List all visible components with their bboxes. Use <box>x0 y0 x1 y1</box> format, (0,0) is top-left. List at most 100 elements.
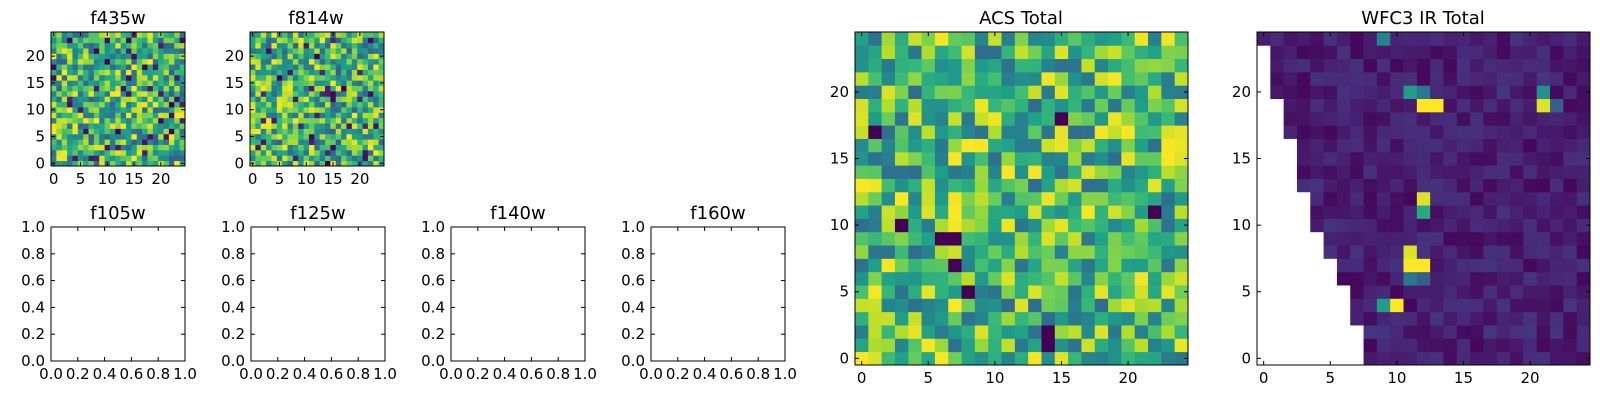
heatmap-cell <box>1001 271 1016 286</box>
heatmap-cell <box>1350 271 1364 286</box>
heatmap-cell <box>174 155 181 162</box>
heatmap-cell <box>1443 85 1458 99</box>
heatmap-cell <box>61 58 68 65</box>
heatmap-cell <box>303 133 310 140</box>
heatmap-cell <box>988 151 1002 166</box>
heatmap-cell <box>1416 218 1431 233</box>
heatmap-cell <box>1174 98 1189 113</box>
heatmap-cell <box>51 128 57 135</box>
heatmap-cell <box>131 112 138 119</box>
heatmap-cell <box>83 101 89 108</box>
heatmap-cell <box>1470 165 1484 179</box>
y-tick-label: 0.0 <box>621 352 645 370</box>
heatmap-cell <box>1403 71 1418 86</box>
heatmap-cell <box>56 139 63 145</box>
heatmap-cell <box>152 85 159 92</box>
heatmap-cell <box>282 64 288 70</box>
heatmap-cell <box>308 58 315 65</box>
heatmap-cell <box>357 107 363 113</box>
heatmap-cell <box>1310 151 1324 166</box>
heatmap-cell <box>77 42 84 49</box>
heatmap-cell <box>894 231 909 246</box>
heatmap-cell <box>1041 125 1056 139</box>
heatmap-cell <box>168 53 175 60</box>
heatmap-cell <box>1336 151 1351 166</box>
heatmap-cell <box>855 98 869 113</box>
heatmap-cell <box>934 271 949 286</box>
heatmap-cell <box>266 112 272 119</box>
heatmap-cell <box>174 96 181 103</box>
heatmap-cell <box>373 32 380 38</box>
heatmap-cell <box>921 45 936 60</box>
heatmap-cell <box>136 74 143 81</box>
heatmap-cell <box>921 218 936 233</box>
heatmap-cell <box>77 85 84 92</box>
heatmap-cell <box>51 155 57 162</box>
heatmap-cell <box>1483 351 1498 366</box>
heatmap-cell <box>142 128 148 135</box>
heatmap-cell <box>948 245 962 259</box>
heatmap-cell <box>1094 58 1109 73</box>
heatmap-cell <box>126 90 132 97</box>
heatmap-cell <box>1014 258 1029 273</box>
heatmap-cell <box>1390 58 1404 73</box>
heatmap-cell <box>72 85 79 92</box>
heatmap-cell <box>1563 178 1578 193</box>
heatmap-cell <box>1350 111 1364 126</box>
heatmap-cell <box>1430 32 1444 46</box>
heatmap-cell <box>303 96 310 103</box>
heatmap-cell <box>250 42 256 49</box>
heatmap-cell <box>341 37 347 44</box>
heatmap-cell <box>1483 338 1498 353</box>
heatmap-cell <box>142 32 148 38</box>
heatmap-cell <box>298 48 304 54</box>
heatmap-cell <box>174 133 181 140</box>
heatmap-cell <box>373 101 380 108</box>
heatmap-cell <box>961 245 976 259</box>
heatmap-cell <box>1416 32 1431 46</box>
heatmap-cell <box>351 58 358 65</box>
heatmap-cell <box>974 218 989 233</box>
heatmap-cell <box>88 58 95 65</box>
heatmap-cell <box>1350 178 1364 193</box>
heatmap-cell <box>158 74 164 81</box>
heatmap-cell <box>908 85 922 99</box>
heatmap-cell <box>1054 111 1069 126</box>
heatmap-cell <box>921 165 936 179</box>
heatmap-cell <box>988 125 1002 139</box>
heatmap-cell <box>373 58 380 65</box>
heatmap-cell <box>921 271 936 286</box>
heatmap-cell <box>1054 165 1069 179</box>
heatmap-cell <box>276 117 283 124</box>
heatmap-cell <box>346 48 353 54</box>
x-tick-label: 15 <box>1052 369 1071 387</box>
heatmap-cell <box>961 271 976 286</box>
heatmap-cell <box>142 155 148 162</box>
heatmap-cell <box>1416 271 1431 286</box>
heatmap-cell <box>881 45 896 60</box>
heatmap-cell <box>1563 231 1578 246</box>
heatmap-cell <box>104 155 111 162</box>
heatmap-cell <box>271 155 278 162</box>
heatmap-cell <box>158 90 164 97</box>
heatmap-cell <box>260 117 267 124</box>
heatmap-cell <box>373 144 380 151</box>
heatmap-cell <box>357 64 363 70</box>
y-tick-label: 0.6 <box>421 272 445 290</box>
heatmap-cell <box>1161 151 1176 166</box>
heatmap-cell <box>1054 245 1069 259</box>
heatmap-cell <box>250 101 256 108</box>
heatmap-cell <box>362 133 369 140</box>
heatmap-cell <box>335 37 342 44</box>
heatmap-cell <box>131 128 138 135</box>
heatmap-cell <box>961 338 976 353</box>
heatmap-cell <box>104 149 111 156</box>
heatmap-cell <box>934 231 949 246</box>
heatmap-cell <box>163 53 170 60</box>
heatmap-cell <box>855 231 869 246</box>
heatmap-cell <box>120 101 127 108</box>
heatmap-cell <box>378 85 385 92</box>
heatmap-cell <box>346 112 353 119</box>
heatmap-cell <box>1068 165 1082 179</box>
heatmap-cell <box>974 311 989 326</box>
